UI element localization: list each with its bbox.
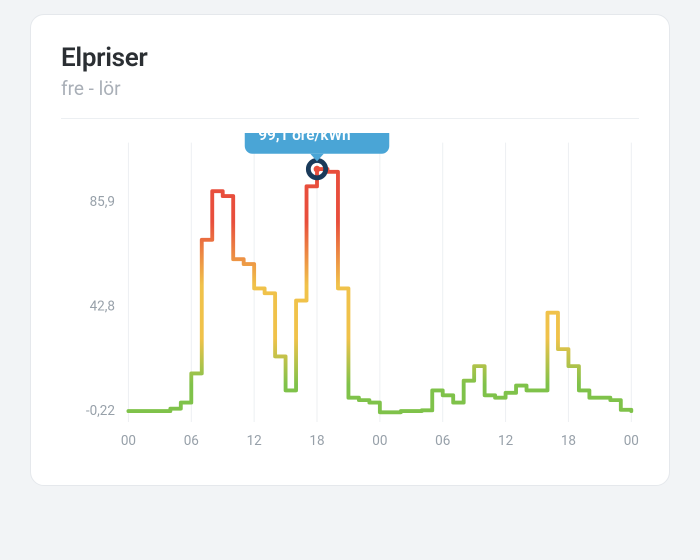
elpriser-card: Elpriser fre - lör -0,22 42,8 85,9 00 06 12 18… (30, 14, 670, 486)
svg-text:06: 06 (184, 433, 199, 449)
svg-text:00: 00 (121, 433, 136, 449)
svg-text:85,9: 85,9 (90, 194, 115, 210)
price-chart[interactable]: -0,22 42,8 85,9 00 06 12 18 00 06 12 18 00 fre 18-19… (61, 133, 639, 461)
svg-text:99,1 öre/kWh: 99,1 öre/kWh (258, 133, 350, 144)
svg-text:18: 18 (561, 433, 576, 449)
svg-text:00: 00 (624, 433, 639, 449)
svg-text:00: 00 (372, 433, 387, 449)
card-title: Elpriser (61, 43, 639, 73)
svg-text:18: 18 (309, 433, 324, 449)
card-subtitle: fre - lör (61, 77, 639, 100)
svg-text:-0,22: -0,22 (86, 403, 116, 419)
chart-tooltip: fre 18-1999,1 öre/kWh (245, 133, 389, 161)
chart-svg: -0,22 42,8 85,9 00 06 12 18 00 06 12 18 00 fre 18-19… (61, 133, 639, 461)
svg-text:42,8: 42,8 (90, 299, 115, 315)
svg-text:06: 06 (435, 433, 450, 449)
divider (61, 118, 639, 119)
svg-text:12: 12 (247, 433, 263, 449)
svg-text:12: 12 (498, 433, 514, 449)
